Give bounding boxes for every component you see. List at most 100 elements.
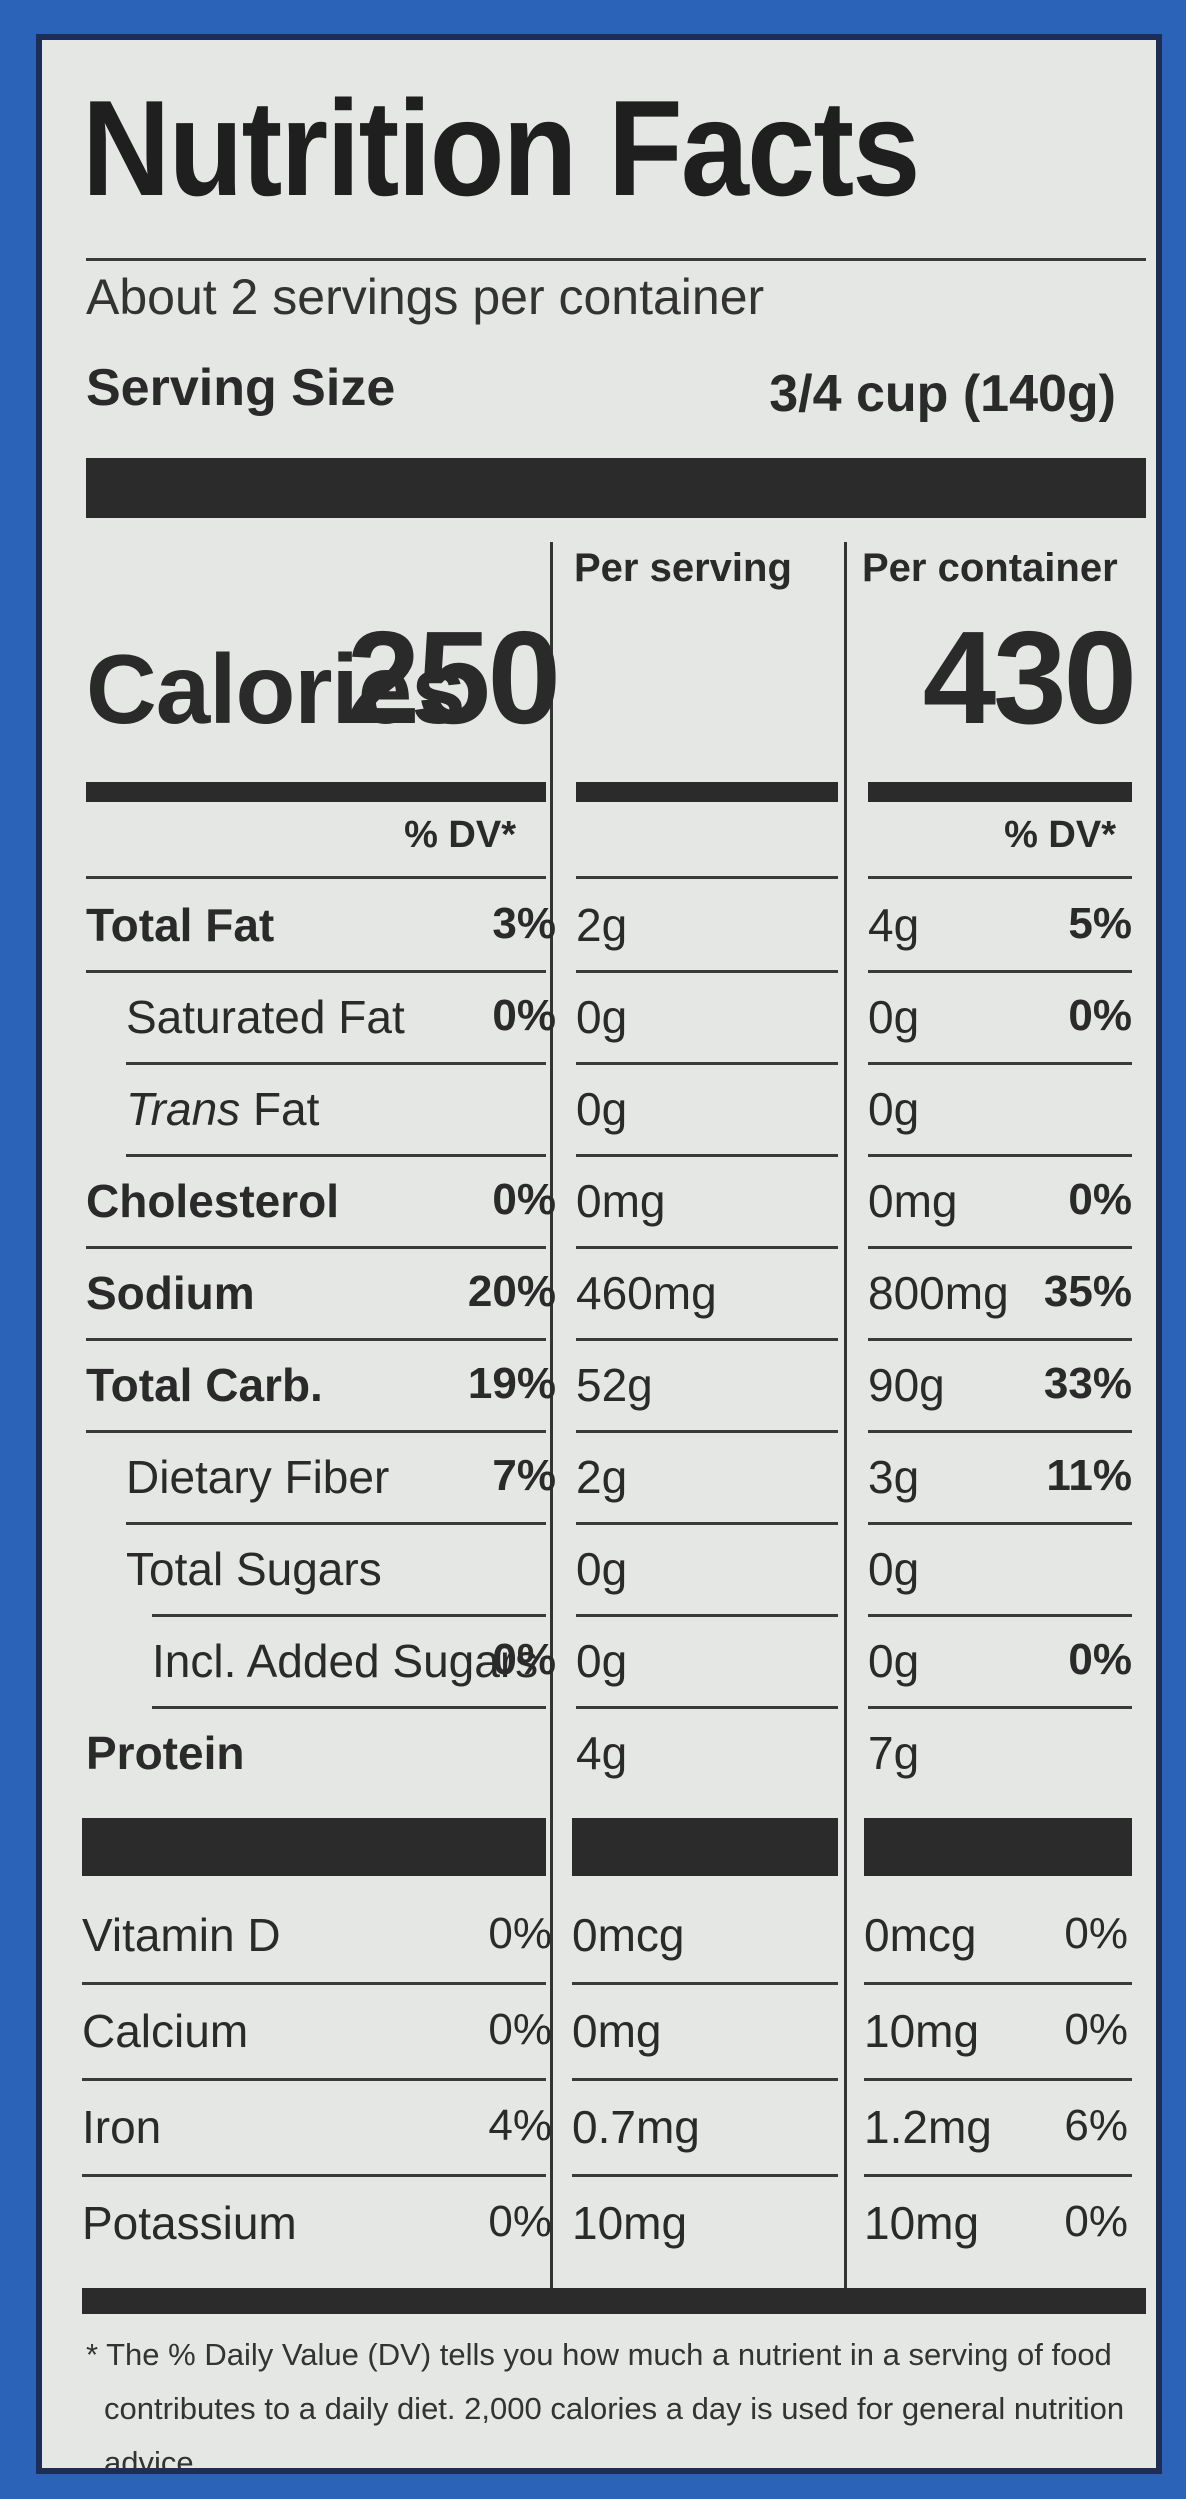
divider xyxy=(576,1614,838,1617)
serving-dv: 0% xyxy=(488,1909,552,1958)
nutrient-label: Dietary Fiber xyxy=(126,1451,390,1503)
container-amount: 7g xyxy=(868,1727,920,1779)
serving-amount: 0g xyxy=(576,991,628,1043)
divider xyxy=(86,970,546,973)
servings-per-container: About 2 servings per container xyxy=(86,269,765,325)
divider xyxy=(864,1982,1132,1985)
thick-bar xyxy=(86,458,1146,518)
thick-bar xyxy=(572,1818,838,1876)
divider xyxy=(572,2174,838,2177)
calories-per-container: 430 xyxy=(922,604,1137,751)
serving-dv: 3% xyxy=(492,899,556,948)
thick-bar xyxy=(82,2288,1146,2314)
container-amount: 10mg xyxy=(864,2197,980,2249)
container-dv: 33% xyxy=(1043,1359,1132,1408)
nutrient-label: Incl. Added Sugars xyxy=(152,1635,539,1687)
serving-amount: 52g xyxy=(576,1359,653,1411)
per-container-header: Per container xyxy=(862,546,1118,590)
container-amount: 0g xyxy=(868,1543,920,1595)
divider xyxy=(86,876,546,879)
nutrient-label-rest: Fat xyxy=(240,1083,320,1135)
divider xyxy=(152,1706,546,1709)
divider xyxy=(576,1062,838,1065)
divider xyxy=(82,2078,546,2081)
divider xyxy=(126,1154,546,1157)
divider xyxy=(572,1982,838,1985)
serving-dv: 0% xyxy=(488,2197,552,2246)
container-dv: 5% xyxy=(1068,899,1132,948)
divider xyxy=(126,1522,546,1525)
container-amount: 0mcg xyxy=(864,1909,977,1961)
divider xyxy=(868,1614,1132,1617)
container-amount: 10mg xyxy=(864,2005,980,2057)
calories-label: Calories xyxy=(86,634,466,744)
container-amount: 90g xyxy=(868,1359,945,1411)
nutrient-label: Protein xyxy=(86,1727,245,1779)
divider xyxy=(572,2078,838,2081)
dv-header-serving: % DV* xyxy=(404,814,516,856)
divider xyxy=(864,2078,1132,2081)
serving-amount: 0g xyxy=(576,1635,628,1687)
serving-dv: 0% xyxy=(492,1635,556,1684)
container-dv: 6% xyxy=(1064,2101,1128,2150)
serving-dv: 0% xyxy=(488,2005,552,2054)
serving-amount: 2g xyxy=(576,899,628,951)
divider xyxy=(576,1154,838,1157)
serving-amount: 0mcg xyxy=(572,1909,685,1961)
thick-bar xyxy=(82,1818,546,1876)
divider xyxy=(868,1522,1132,1525)
vitamin-label: Vitamin D xyxy=(82,1909,281,1961)
divider xyxy=(868,1246,1132,1249)
serving-amount: 0g xyxy=(576,1083,628,1135)
container-dv: 0% xyxy=(1068,1635,1132,1684)
divider xyxy=(82,2174,546,2177)
nutrition-label: Nutrition Facts About 2 servings per con… xyxy=(36,34,1162,2474)
serving-amount: 0g xyxy=(576,1543,628,1595)
nutrient-label: Sodium xyxy=(86,1267,255,1319)
container-amount: 0g xyxy=(868,1635,920,1687)
container-dv: 0% xyxy=(1064,2197,1128,2246)
divider xyxy=(86,1430,546,1433)
divider xyxy=(576,1430,838,1433)
container-dv: 11% xyxy=(1046,1451,1132,1500)
column-divider xyxy=(844,542,847,2304)
nutrient-label: Cholesterol xyxy=(86,1175,340,1227)
container-amount: 800mg xyxy=(868,1267,1009,1319)
divider xyxy=(126,1062,546,1065)
serving-amount: 0mg xyxy=(572,2005,662,2057)
nutrient-label-italic: Trans xyxy=(126,1083,241,1135)
vitamin-label: Calcium xyxy=(82,2005,249,2057)
container-dv: 0% xyxy=(1064,2005,1128,2054)
footnote: * The % Daily Value (DV) tells you how m… xyxy=(86,2328,1146,2468)
divider xyxy=(82,1982,546,1985)
serving-dv: 7% xyxy=(492,1451,556,1500)
serving-dv: 0% xyxy=(492,1175,556,1224)
container-amount: 4g xyxy=(868,899,920,951)
divider xyxy=(868,1338,1132,1341)
dv-header-container: % DV* xyxy=(1004,814,1116,856)
serving-amount: 4g xyxy=(576,1727,628,1779)
divider xyxy=(868,1706,1132,1709)
serving-amount: 0.7mg xyxy=(572,2101,700,2153)
divider xyxy=(576,1338,838,1341)
footnote-line-1: * The % Daily Value (DV) tells you how m… xyxy=(86,2337,1112,2372)
container-amount: 0g xyxy=(868,1083,920,1135)
container-dv: 35% xyxy=(1043,1267,1132,1316)
nutrient-label: Saturated Fat xyxy=(126,991,405,1043)
nutrient-label: Total Sugars xyxy=(126,1543,382,1595)
serving-size-label: Serving Size xyxy=(86,359,396,417)
thick-bar xyxy=(86,782,546,802)
serving-amount: 10mg xyxy=(572,2197,688,2249)
container-amount: 1.2mg xyxy=(864,2101,992,2153)
serving-size-value: 3/4 cup (140g) xyxy=(769,365,1116,423)
divider xyxy=(576,1706,838,1709)
nutrient-label: Total Carb. xyxy=(86,1359,323,1411)
calories-per-serving: 250 xyxy=(346,604,561,751)
divider xyxy=(152,1614,546,1617)
thick-bar xyxy=(864,1818,1132,1876)
label-title: Nutrition Facts xyxy=(82,72,920,224)
serving-dv: 20% xyxy=(467,1267,556,1316)
serving-amount: 2g xyxy=(576,1451,628,1503)
serving-dv: 4% xyxy=(488,2101,552,2150)
divider xyxy=(576,1246,838,1249)
